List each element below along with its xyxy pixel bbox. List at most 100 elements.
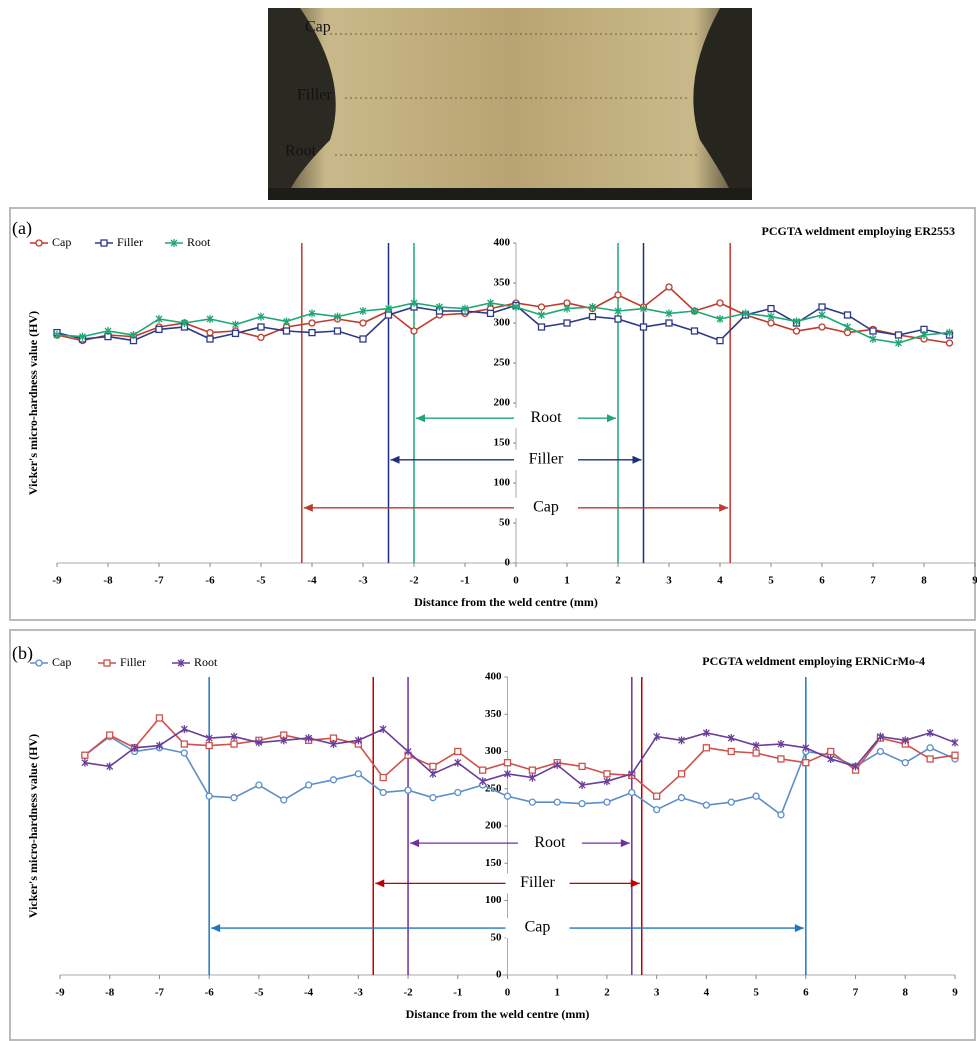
marker [461, 304, 469, 313]
marker [614, 291, 622, 299]
chart-frame [9, 207, 976, 621]
marker [614, 315, 622, 323]
series-line [84, 735, 956, 817]
marker [81, 758, 89, 767]
arrowhead [375, 879, 385, 888]
marker [155, 325, 163, 334]
marker [354, 736, 362, 745]
x-tick-label: -7 [155, 987, 165, 999]
x-tick-label: 6 [819, 575, 825, 587]
x-tick-label: 8 [921, 575, 927, 587]
marker [359, 307, 367, 315]
marker [255, 738, 263, 747]
marker [553, 798, 561, 806]
marker [553, 760, 561, 769]
x-tick-label: -5 [256, 575, 266, 587]
marker [653, 732, 661, 741]
y-tick-label: 100 [494, 477, 511, 489]
marker [410, 327, 418, 335]
marker [305, 734, 313, 743]
marker [429, 769, 437, 778]
marker [537, 303, 546, 311]
y-tick-label: 100 [485, 894, 502, 906]
series-line [56, 302, 950, 344]
x-tick-label: -7 [154, 575, 164, 587]
marker [603, 798, 611, 806]
marker [752, 792, 760, 800]
legend-marker [170, 239, 178, 247]
marker [951, 751, 959, 759]
marker [901, 736, 909, 745]
y-tick-label: 400 [494, 237, 511, 249]
photo-label: Filler [297, 87, 332, 104]
x-axis-title: Distance from the weld centre (mm) [406, 1007, 590, 1021]
marker [257, 333, 265, 342]
arrowhead [794, 924, 804, 933]
marker [181, 319, 188, 327]
marker [727, 734, 735, 743]
marker [486, 309, 495, 318]
marker [106, 762, 114, 771]
x-tick-label: -6 [205, 987, 215, 999]
y-tick-label: 350 [494, 277, 511, 289]
marker [454, 788, 462, 797]
marker [702, 744, 711, 752]
marker [869, 327, 877, 335]
zone-label: Cap [525, 919, 551, 936]
marker [155, 714, 164, 722]
legend-marker [103, 659, 111, 667]
zone-label-bg [505, 918, 570, 939]
marker [802, 743, 810, 752]
marker [716, 299, 724, 307]
marker [436, 303, 443, 311]
marker [578, 762, 586, 771]
legend-marker [35, 239, 43, 247]
marker [308, 328, 316, 337]
marker [640, 304, 647, 313]
x-tick-label: 5 [753, 987, 759, 999]
arrowhead [620, 839, 630, 848]
photo-label: Cap [305, 19, 331, 36]
marker [578, 800, 586, 808]
marker [280, 736, 288, 745]
y-tick-label: 400 [485, 671, 502, 683]
marker [282, 327, 291, 335]
zone-label: Cap [533, 498, 559, 515]
marker [130, 331, 137, 339]
marker [665, 309, 673, 318]
marker [359, 319, 367, 327]
x-tick-label: -6 [205, 575, 215, 587]
x-tick-label: 1 [554, 987, 560, 999]
marker [503, 792, 512, 800]
marker [205, 792, 213, 800]
x-tick-label: -8 [105, 987, 115, 999]
zone-label-bg [514, 497, 578, 518]
marker [852, 762, 860, 771]
chart: -9 -8 -7 -6 -5 -4 -3 -2 -1 0 1 2 3 4 5 6 7 8 9 0 50 100 150 200… [9, 207, 977, 621]
marker [354, 770, 362, 778]
marker [844, 323, 851, 331]
marker [677, 794, 686, 802]
marker [827, 747, 835, 756]
zone-label-bg [505, 873, 570, 894]
marker [588, 312, 597, 321]
y-tick-label: 300 [494, 317, 511, 329]
arrowhead [303, 503, 313, 512]
marker [767, 319, 775, 327]
marker [628, 769, 636, 778]
x-tick-label: 2 [604, 987, 610, 999]
series-line [56, 285, 950, 344]
marker [329, 776, 338, 784]
marker [603, 777, 611, 786]
marker [379, 725, 387, 734]
arrowhead [630, 879, 640, 888]
arrowhead [211, 924, 221, 933]
marker [653, 805, 661, 814]
marker [230, 732, 238, 741]
marker [104, 327, 112, 335]
marker [538, 311, 545, 319]
marker [308, 319, 316, 327]
marker [429, 794, 437, 802]
marker [691, 307, 698, 315]
